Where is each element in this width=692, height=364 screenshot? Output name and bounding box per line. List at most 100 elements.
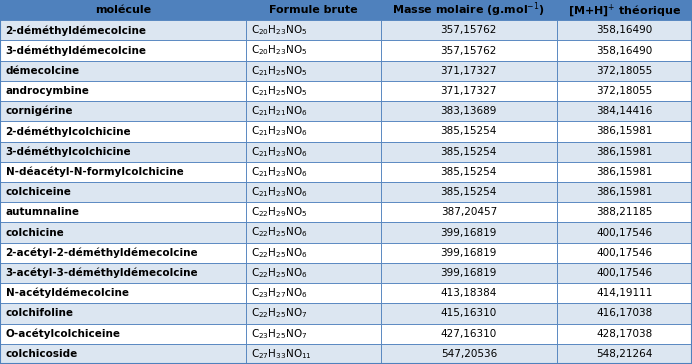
Bar xyxy=(381,40,557,61)
Text: 2-déméthylcolchicine: 2-déméthylcolchicine xyxy=(6,126,131,137)
Text: 400,17546: 400,17546 xyxy=(597,228,653,238)
Text: $\mathregular{C_{21}H_{23}NO_{6}}$: $\mathregular{C_{21}H_{23}NO_{6}}$ xyxy=(251,165,308,179)
Text: démecolcine: démecolcine xyxy=(6,66,80,76)
Bar xyxy=(0,61,246,81)
Text: 3-déméthyldémecolcine: 3-déméthyldémecolcine xyxy=(6,45,147,56)
Bar xyxy=(246,243,381,263)
Bar xyxy=(557,162,692,182)
Text: $\mathregular{C_{27}H_{33}NO_{11}}$: $\mathregular{C_{27}H_{33}NO_{11}}$ xyxy=(251,347,312,361)
Text: 3-acétyl-3-déméthyldémecolcine: 3-acétyl-3-déméthyldémecolcine xyxy=(6,268,198,278)
Text: Masse molaire (g.mol$^{-1}$): Masse molaire (g.mol$^{-1}$) xyxy=(392,1,545,19)
Bar xyxy=(557,101,692,121)
Bar xyxy=(246,40,381,61)
Bar xyxy=(246,283,381,303)
Text: 372,18055: 372,18055 xyxy=(597,66,653,76)
Bar xyxy=(246,142,381,162)
Bar xyxy=(557,81,692,101)
Text: 383,13689: 383,13689 xyxy=(441,106,497,116)
Bar xyxy=(381,243,557,263)
Bar xyxy=(0,81,246,101)
Text: $\mathregular{C_{22}H_{25}NO_{6}}$: $\mathregular{C_{22}H_{25}NO_{6}}$ xyxy=(251,246,308,260)
Bar xyxy=(557,142,692,162)
Text: $\mathregular{C_{20}H_{23}NO_{5}}$: $\mathregular{C_{20}H_{23}NO_{5}}$ xyxy=(251,23,307,37)
Text: 384,14416: 384,14416 xyxy=(597,106,653,116)
Text: $\mathregular{C_{21}H_{23}NO_{6}}$: $\mathregular{C_{21}H_{23}NO_{6}}$ xyxy=(251,145,308,159)
Bar xyxy=(557,303,692,324)
Text: 372,18055: 372,18055 xyxy=(597,86,653,96)
Bar xyxy=(557,202,692,222)
Bar xyxy=(557,0,692,20)
Bar xyxy=(381,121,557,142)
Text: colchicine: colchicine xyxy=(6,228,64,238)
Bar xyxy=(0,121,246,142)
Bar xyxy=(381,101,557,121)
Text: 548,21264: 548,21264 xyxy=(597,349,653,359)
Bar xyxy=(0,182,246,202)
Text: 385,15254: 385,15254 xyxy=(441,167,497,177)
Bar xyxy=(381,142,557,162)
Bar xyxy=(381,0,557,20)
Bar xyxy=(557,263,692,283)
Text: 385,15254: 385,15254 xyxy=(441,187,497,197)
Text: $\mathregular{C_{22}H_{29}NO_{5}}$: $\mathregular{C_{22}H_{29}NO_{5}}$ xyxy=(251,205,307,219)
Bar xyxy=(246,182,381,202)
Bar xyxy=(381,222,557,243)
Text: $\mathregular{C_{23}H_{25}NO_{7}}$: $\mathregular{C_{23}H_{25}NO_{7}}$ xyxy=(251,327,307,341)
Text: 2-acétyl-2-déméthyldémecolcine: 2-acétyl-2-déméthyldémecolcine xyxy=(6,248,198,258)
Bar xyxy=(557,40,692,61)
Text: 416,17038: 416,17038 xyxy=(597,308,653,318)
Bar xyxy=(0,142,246,162)
Text: 387,20457: 387,20457 xyxy=(441,207,497,217)
Bar xyxy=(246,324,381,344)
Text: colchicoside: colchicoside xyxy=(6,349,78,359)
Text: cornigérine: cornigérine xyxy=(6,106,73,116)
Bar xyxy=(246,61,381,81)
Text: Formule brute: Formule brute xyxy=(268,5,358,15)
Text: 358,16490: 358,16490 xyxy=(597,46,653,56)
Bar xyxy=(246,222,381,243)
Bar xyxy=(0,222,246,243)
Text: molécule: molécule xyxy=(95,5,151,15)
Bar xyxy=(0,101,246,121)
Text: O-acétylcolchiceine: O-acétylcolchiceine xyxy=(6,328,120,339)
Bar xyxy=(246,263,381,283)
Bar xyxy=(557,20,692,40)
Text: 358,16490: 358,16490 xyxy=(597,25,653,35)
Bar xyxy=(246,20,381,40)
Text: 386,15981: 386,15981 xyxy=(597,147,653,157)
Bar xyxy=(0,162,246,182)
Text: $\mathregular{C_{21}H_{25}NO_{5}}$: $\mathregular{C_{21}H_{25}NO_{5}}$ xyxy=(251,84,307,98)
Text: 413,18384: 413,18384 xyxy=(441,288,497,298)
Text: colchifoline: colchifoline xyxy=(6,308,73,318)
Bar xyxy=(381,162,557,182)
Text: 400,17546: 400,17546 xyxy=(597,248,653,258)
Text: $\mathregular{C_{21}H_{23}NO_{6}}$: $\mathregular{C_{21}H_{23}NO_{6}}$ xyxy=(251,124,308,138)
Text: 357,15762: 357,15762 xyxy=(441,25,497,35)
Text: $\mathregular{C_{21}H_{21}NO_{6}}$: $\mathregular{C_{21}H_{21}NO_{6}}$ xyxy=(251,104,308,118)
Bar xyxy=(557,182,692,202)
Bar xyxy=(246,162,381,182)
Text: 385,15254: 385,15254 xyxy=(441,147,497,157)
Text: 371,17327: 371,17327 xyxy=(441,66,497,76)
Bar xyxy=(0,40,246,61)
Bar xyxy=(246,344,381,364)
Bar xyxy=(246,303,381,324)
Bar xyxy=(246,101,381,121)
Bar xyxy=(557,222,692,243)
Bar xyxy=(246,81,381,101)
Bar xyxy=(381,283,557,303)
Text: 399,16819: 399,16819 xyxy=(441,268,497,278)
Text: 2-déméthyldémecolcine: 2-déméthyldémecolcine xyxy=(6,25,147,36)
Text: 386,15981: 386,15981 xyxy=(597,187,653,197)
Text: [M+H]$^{+}$ théorique: [M+H]$^{+}$ théorique xyxy=(568,2,681,19)
Bar xyxy=(246,121,381,142)
Text: colchiceine: colchiceine xyxy=(6,187,71,197)
Bar xyxy=(0,303,246,324)
Text: 357,15762: 357,15762 xyxy=(441,46,497,56)
Text: autumnaline: autumnaline xyxy=(6,207,80,217)
Bar xyxy=(0,283,246,303)
Text: 399,16819: 399,16819 xyxy=(441,228,497,238)
Bar xyxy=(0,263,246,283)
Bar xyxy=(557,61,692,81)
Bar xyxy=(381,263,557,283)
